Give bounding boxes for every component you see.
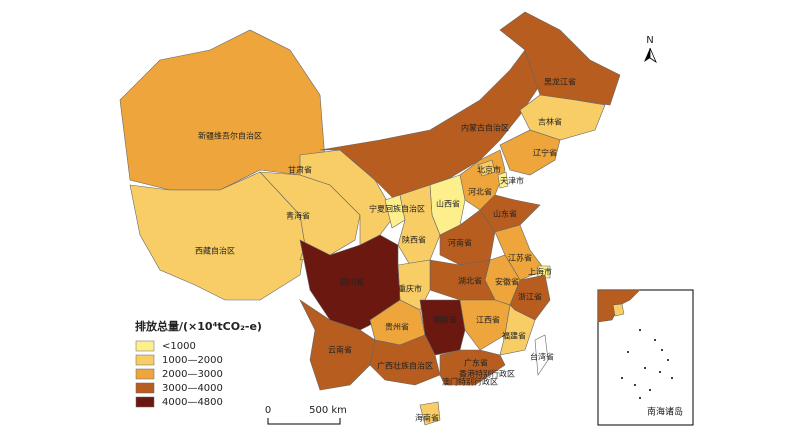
province xyxy=(299,299,376,391)
province xyxy=(499,129,561,176)
province xyxy=(439,349,506,386)
inset-label: 南海诸岛 xyxy=(647,406,683,418)
province-label: 西藏自治区 xyxy=(195,246,235,256)
province-label: 甘肃省 xyxy=(288,165,312,175)
legend-label: 4000—4800 xyxy=(162,397,223,408)
province-label: 辽宁省 xyxy=(533,148,557,158)
inset-islands xyxy=(621,329,673,399)
province-label: 北京市 xyxy=(477,165,501,175)
regions xyxy=(119,11,621,426)
north-arrow xyxy=(649,47,657,64)
province xyxy=(499,304,536,356)
province xyxy=(537,265,551,279)
province-label: 福建省 xyxy=(502,331,526,341)
legend: <1000 1000—2000 2000—3000 3000—4000 4000—480… xyxy=(135,340,223,408)
legend-swatch xyxy=(135,368,155,380)
scale-label: 0 xyxy=(265,405,271,416)
province-label: 湖北省 xyxy=(458,276,482,286)
legend-label: 1000—2000 xyxy=(162,355,223,366)
province xyxy=(419,401,441,426)
province xyxy=(459,299,511,351)
province xyxy=(439,209,496,266)
province xyxy=(429,259,496,301)
province-label: 陕西省 xyxy=(402,235,426,245)
inset-land xyxy=(612,303,625,317)
province xyxy=(129,171,306,301)
province-label: 贵州省 xyxy=(385,322,409,332)
province xyxy=(534,334,549,376)
province xyxy=(477,159,496,177)
legend-label: <1000 xyxy=(162,341,196,352)
province-label: 宁夏回族自治区 xyxy=(369,204,425,214)
province-label: 广东省 xyxy=(464,358,488,368)
province xyxy=(497,171,509,189)
legend-label: 3000—4000 xyxy=(162,383,223,394)
scale-bar xyxy=(267,418,341,425)
province-label: 云南省 xyxy=(328,345,352,355)
province xyxy=(499,11,621,106)
region-label: 香港特别行政区 xyxy=(459,369,515,379)
province-label: 天津市 xyxy=(500,176,524,186)
province-label: 江苏省 xyxy=(508,253,532,263)
scale-label: 500 km xyxy=(309,405,347,416)
province-label: 新疆维吾尔自治区 xyxy=(198,131,262,141)
legend-swatch xyxy=(135,396,155,408)
legend-title: 排放总量/(×10⁴tCO₂-e) xyxy=(135,319,262,333)
legend-swatch xyxy=(135,340,155,352)
province-label: 山东省 xyxy=(493,209,517,219)
province-label: 安徽省 xyxy=(495,277,519,287)
province-label: 河南省 xyxy=(448,238,472,248)
province-label: 台湾省 xyxy=(530,352,554,362)
province-label: 四川省 xyxy=(340,277,364,287)
north-arrow xyxy=(644,48,650,62)
province-label: 黑龙江省 xyxy=(544,77,576,87)
province-label: 海南省 xyxy=(415,413,439,423)
province xyxy=(299,234,401,331)
province-label: 河北省 xyxy=(468,187,492,197)
province-label: 青海省 xyxy=(286,211,310,221)
province-label: 湖南省 xyxy=(433,315,457,325)
province-label: 内蒙古自治区 xyxy=(461,123,509,133)
province-label: 山西省 xyxy=(436,199,460,209)
north-label: N xyxy=(646,35,653,46)
legend-label: 2000—3000 xyxy=(162,369,223,380)
province-label: 广西壮族自治区 xyxy=(377,361,433,371)
province-label: 江西省 xyxy=(476,315,500,325)
province xyxy=(319,49,541,201)
province-label: 上海市 xyxy=(528,267,552,277)
legend-swatch xyxy=(135,382,155,394)
province-label: 吉林省 xyxy=(538,117,562,127)
region-label: 澳门特别行政区 xyxy=(442,377,498,387)
legend-swatch xyxy=(135,354,155,366)
province-label: 重庆市 xyxy=(398,284,422,294)
province-label: 浙江省 xyxy=(518,292,542,302)
